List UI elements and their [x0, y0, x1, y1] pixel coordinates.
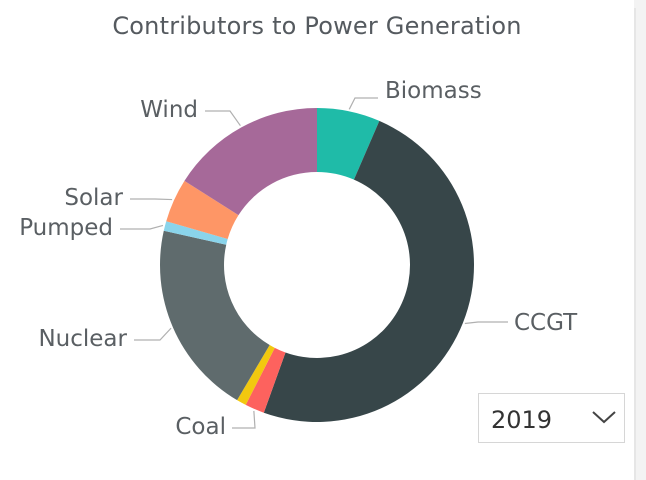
slice-wind[interactable] — [184, 108, 317, 216]
year-dropdown-value: 2019 — [491, 406, 553, 434]
leader-line-nuclear — [134, 327, 172, 341]
leader-line-biomass — [348, 97, 378, 110]
slice-nuclear[interactable] — [160, 230, 270, 401]
label-pumped: Pumped — [19, 215, 113, 241]
slice-biomass[interactable] — [317, 108, 380, 180]
chart-title: Contributors to Power Generation — [112, 12, 522, 40]
slice-solar[interactable] — [166, 180, 239, 240]
leader-line-ccgt — [464, 321, 508, 325]
label-solar: Solar — [64, 185, 123, 211]
chevron-down-icon — [592, 411, 616, 424]
year-dropdown[interactable]: 2019 — [478, 393, 625, 443]
leader-line-wind — [205, 110, 241, 127]
slice-oil[interactable] — [237, 345, 275, 405]
slice-pumped[interactable] — [163, 221, 228, 245]
leader-line-solar — [130, 198, 173, 201]
label-nuclear: Nuclear — [38, 326, 127, 352]
leader-line-coal — [232, 410, 256, 429]
slice-ccgt[interactable] — [263, 120, 475, 423]
scroll-gutter — [634, 0, 646, 480]
leader-line-pumped — [120, 224, 164, 230]
label-coal: Coal — [175, 414, 226, 440]
label-wind: Wind — [140, 97, 198, 123]
label-ccgt: CCGT — [514, 310, 578, 336]
label-biomass: Biomass — [385, 78, 482, 104]
slice-coal[interactable] — [245, 347, 286, 413]
